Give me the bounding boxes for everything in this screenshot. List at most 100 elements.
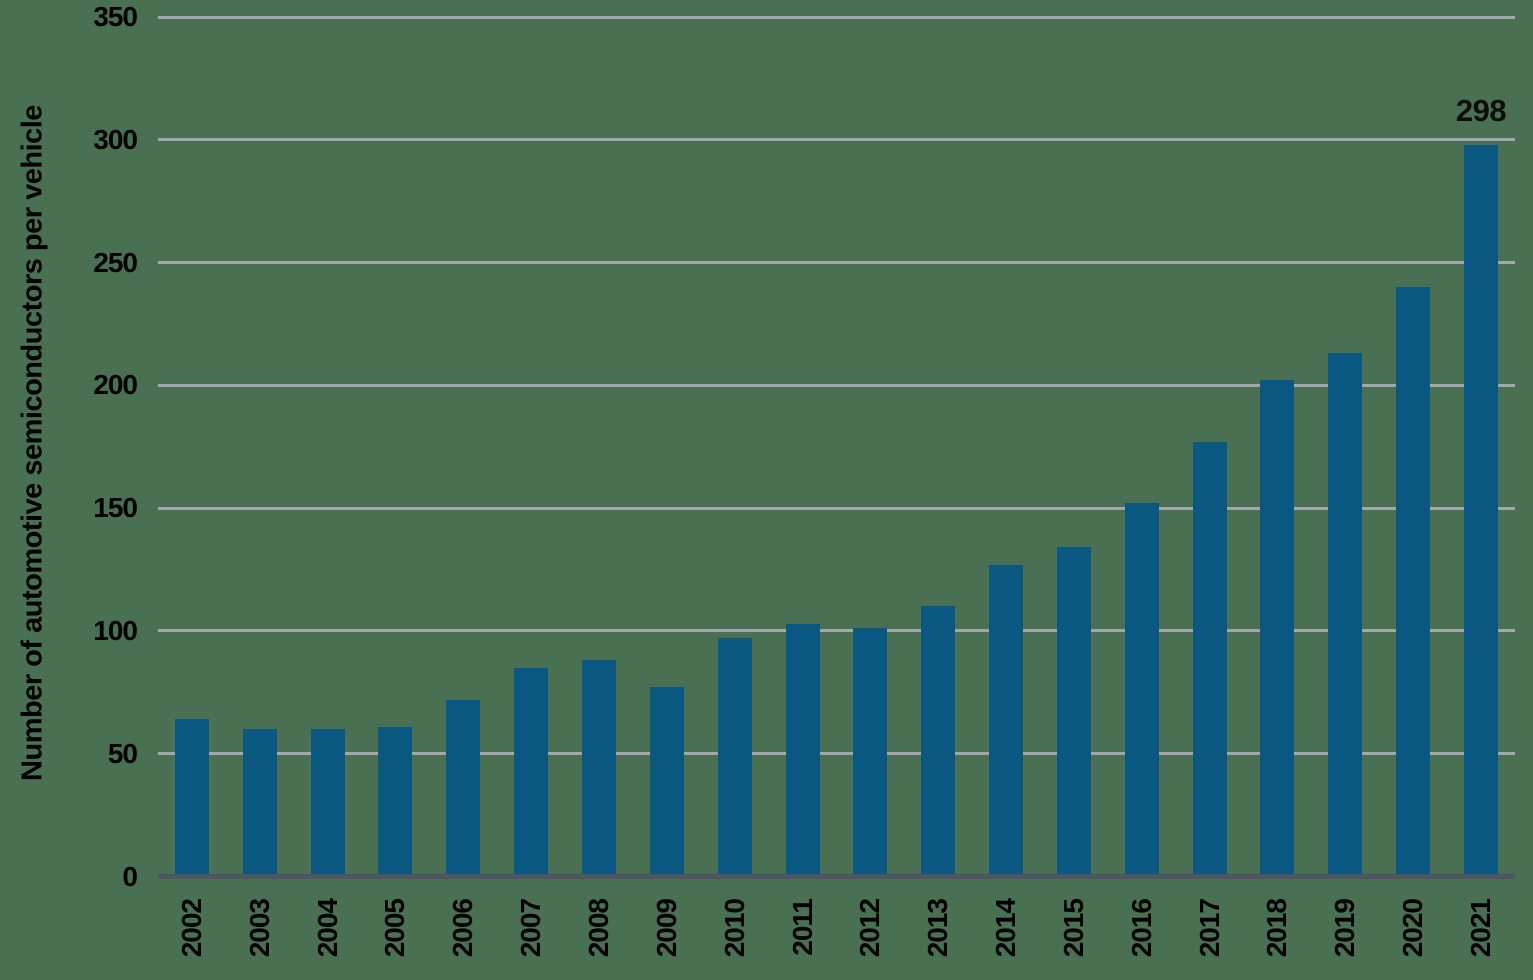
bar-2011 (785, 623, 820, 877)
bar-slot-2012: 2012 (836, 17, 904, 957)
x-tick-label-2002: 2002 (176, 899, 208, 957)
bar-slot-2007: 2007 (497, 17, 565, 957)
bar-slot-2017: 2017 (1176, 17, 1244, 957)
x-tick-label-text: 2016 (1125, 898, 1157, 957)
bar-2020 (1396, 287, 1431, 877)
bar-2004 (310, 729, 345, 877)
x-tick-label-2009: 2009 (651, 899, 683, 957)
x-tick-label-text: 2015 (1057, 898, 1089, 957)
bar-2008 (581, 660, 616, 877)
bar-slot-2011: 2011 (769, 17, 837, 955)
data-label-2021: 298 (1455, 92, 1507, 128)
x-tick-label-text: 2020 (1397, 898, 1429, 957)
x-tick-label-2018: 2018 (1261, 899, 1293, 957)
bar-slot-2003: 2003 (226, 17, 294, 957)
bar-2021 (1463, 144, 1498, 877)
x-tick-label-2011: 2011 (787, 899, 819, 956)
bar-2007 (514, 667, 549, 877)
bar-series: 2002 2003 2004 2005 2006 2007 2008 2009 2010 2011… (158, 17, 1515, 957)
bar-slot-2016: 2016 (1108, 17, 1176, 957)
x-tick-label-2015: 2015 (1058, 899, 1090, 957)
bar-slot-2013: 2013 (904, 17, 972, 957)
bar-slot-2008: 2008 (565, 17, 633, 957)
x-tick-label-text: 2004 (311, 898, 343, 957)
y-tick-label-0: 0 (122, 860, 138, 892)
x-tick-label-text: 2021 (1464, 898, 1496, 957)
x-tick-label-2019: 2019 (1329, 899, 1361, 957)
x-tick-label-text: 2008 (582, 898, 614, 957)
x-tick-label-2008: 2008 (583, 899, 615, 957)
y-tick-label-150: 150 (93, 492, 138, 524)
bar-2015 (1056, 547, 1091, 877)
bar-2006 (446, 699, 481, 877)
x-tick-label-text: 2003 (243, 898, 275, 957)
bar-slot-2010: 2010 (701, 17, 769, 957)
bar-slot-2019: 2019 (1311, 17, 1379, 957)
bar-2005 (378, 726, 413, 877)
y-tick-label-200: 200 (93, 369, 138, 401)
gridline-300 (158, 138, 1515, 142)
bar-slot-2005: 2005 (362, 17, 430, 957)
x-tick-label-2010: 2010 (719, 899, 751, 957)
bar-slot-2002: 2002 (158, 17, 226, 957)
x-tick-label-text: 2009 (650, 898, 682, 957)
x-tick-label-2020: 2020 (1397, 899, 1429, 957)
y-tick-label-50: 50 (107, 737, 138, 769)
bar-2014 (989, 564, 1024, 877)
x-tick-label-2003: 2003 (244, 899, 276, 957)
gridline-350 (158, 15, 1515, 19)
bar-2018 (1260, 380, 1295, 877)
bar-slot-2018: 2018 (1244, 17, 1312, 957)
x-tick-label-2021: 2021 (1465, 899, 1497, 957)
x-tick-label-text: 2013 (922, 898, 954, 957)
gridline-150 (158, 506, 1515, 510)
y-tick-label-350: 350 (93, 1, 138, 32)
bar-slot-2009: 2009 (633, 17, 701, 957)
x-tick-label-2017: 2017 (1194, 899, 1226, 957)
gridline-100 (158, 629, 1515, 633)
bar-slot-2020: 2020 (1379, 17, 1447, 957)
bar-2016 (1124, 503, 1159, 877)
x-tick-label-text: 2014 (990, 898, 1022, 957)
x-tick-label-text: 2011 (786, 898, 818, 956)
y-axis-title: Number of automotive semiconductors per … (16, 105, 49, 781)
y-tick-label-250: 250 (93, 246, 138, 278)
x-tick-label-2007: 2007 (515, 899, 547, 957)
gridline-200 (158, 383, 1515, 387)
bar-2017 (1192, 441, 1227, 877)
x-tick-label-2013: 2013 (922, 899, 954, 957)
x-tick-label-text: 2006 (447, 898, 479, 957)
bar-2012 (853, 628, 888, 877)
gridline-250 (158, 261, 1515, 265)
x-tick-label-2006: 2006 (447, 899, 479, 957)
x-tick-label-text: 2010 (718, 898, 750, 957)
x-tick-label-text: 2002 (175, 898, 207, 957)
bar-2019 (1328, 353, 1363, 877)
bar-2002 (174, 719, 209, 877)
bar-2003 (242, 729, 277, 877)
bar-2009 (649, 687, 684, 877)
bar-slot-2014: 2014 (972, 17, 1040, 957)
x-tick-label-text: 2007 (515, 898, 547, 957)
x-tick-label-text: 2005 (379, 898, 411, 957)
x-tick-label-2005: 2005 (379, 899, 411, 957)
x-tick-label-2014: 2014 (990, 899, 1022, 957)
plot-area: 2002 2003 2004 2005 2006 2007 2008 2009 2010 2011… (158, 15, 1515, 957)
x-tick-label-2004: 2004 (312, 899, 344, 957)
x-tick-label-2012: 2012 (854, 899, 886, 957)
y-tick-label-300: 300 (93, 123, 138, 155)
bar-slot-2021: 298 2021 (1447, 17, 1515, 957)
x-tick-label-2016: 2016 (1126, 899, 1158, 957)
x-tick-label-text: 2012 (854, 898, 886, 957)
bar-2013 (921, 606, 956, 877)
y-tick-label-100: 100 (93, 614, 138, 646)
x-tick-label-text: 2018 (1261, 898, 1293, 957)
bar-slot-2006: 2006 (429, 17, 497, 957)
x-tick-label-text: 2017 (1193, 898, 1225, 957)
x-axis-line (158, 874, 1515, 879)
bar-slot-2004: 2004 (294, 17, 362, 957)
bar-slot-2015: 2015 (1040, 17, 1108, 957)
gridline-50 (158, 752, 1515, 756)
bar-2010 (717, 638, 752, 877)
